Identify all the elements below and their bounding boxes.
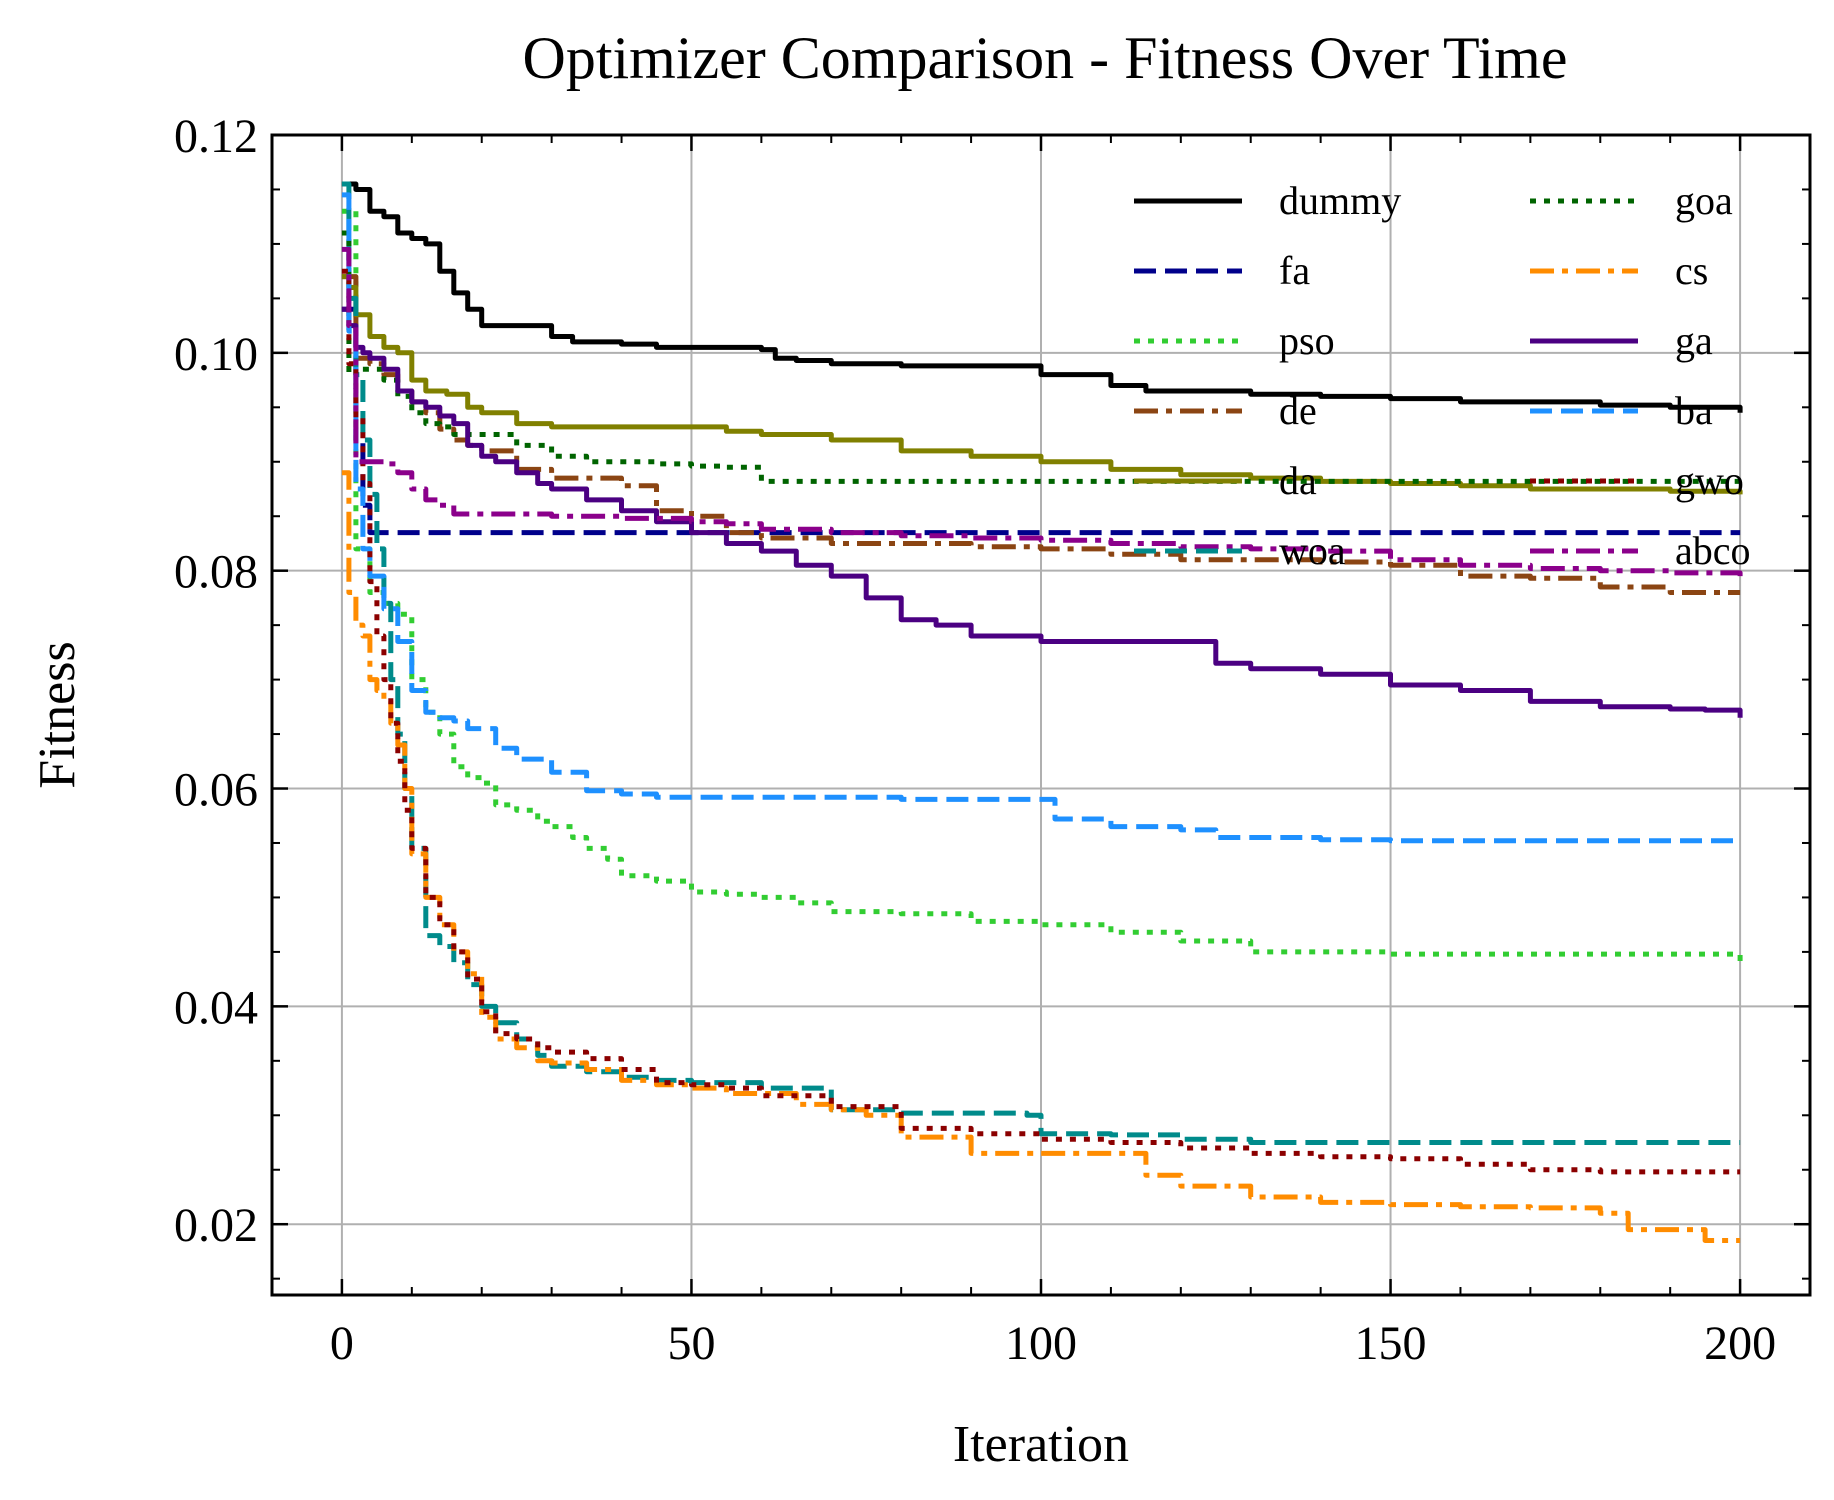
legend: dummy fa pso de da woa goa cs ga ba gwo abco: [1134, 178, 1751, 573]
plot-area: [341, 181, 1743, 1243]
series-line-ga: [341, 306, 1743, 718]
series-line-dummy: [341, 181, 1743, 413]
chart-title: Optimizer Comparison - Fitness Over Time: [523, 25, 1568, 91]
legend-label-abco: abco: [1675, 528, 1751, 573]
y-tick-label: 0.06: [174, 764, 258, 817]
series-line-woa: [341, 181, 1741, 1145]
y-axis-label: Fitness: [29, 641, 86, 788]
legend-label-pso: pso: [1279, 318, 1335, 363]
legend-label-ga: ga: [1675, 318, 1713, 363]
x-tick-label: 150: [1355, 1317, 1427, 1370]
y-tick-label: 0.12: [174, 110, 258, 163]
legend-label-ba: ba: [1675, 388, 1713, 433]
axis-ticks: 0 50 100 150 200 0.02 0.04 0.06 0.08 0.10 0.12: [174, 110, 1811, 1370]
series-line-abco: [341, 246, 1743, 577]
y-tick-label: 0.04: [174, 981, 258, 1034]
legend-label-fa: fa: [1279, 248, 1310, 293]
y-tick-label: 0.02: [174, 1199, 258, 1252]
legend-label-cs: cs: [1675, 248, 1708, 293]
legend-label-dummy: dummy: [1279, 178, 1401, 223]
y-tick-label: 0.08: [174, 546, 258, 599]
x-axis-label: Iteration: [953, 1416, 1129, 1473]
legend-label-de: de: [1279, 388, 1317, 433]
x-tick-label: 0: [330, 1317, 354, 1370]
series-line-cs: [341, 470, 1741, 1243]
x-tick-label: 50: [667, 1317, 715, 1370]
x-tick-label: 100: [1005, 1317, 1077, 1370]
legend-label-goa: goa: [1675, 178, 1733, 223]
y-tick-label: 0.10: [174, 328, 258, 381]
legend-label-woa: woa: [1279, 528, 1346, 573]
grid: [272, 134, 1810, 1295]
x-tick-label: 200: [1704, 1317, 1776, 1370]
series-line-ba: [341, 192, 1741, 844]
legend-label-gwo: gwo: [1675, 458, 1744, 503]
legend-label-da: da: [1279, 458, 1317, 503]
